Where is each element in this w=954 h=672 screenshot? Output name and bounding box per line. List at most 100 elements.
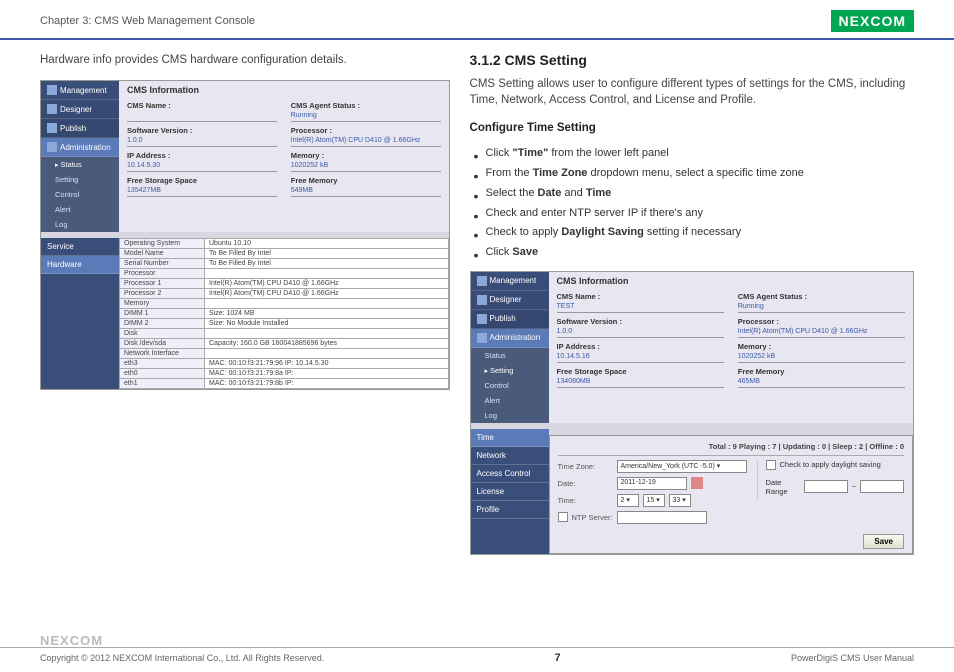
hw-table-row: Model NameTo Be Filled By Intel [120,249,449,259]
page-number: 7 [555,652,561,664]
sidebar-sub-item[interactable]: Alert [471,393,549,408]
hw-table-row: Network Interface [120,349,449,359]
daylight-checkbox[interactable] [766,460,776,470]
sidebar-sub-item[interactable]: Setting [41,172,119,187]
chapter-title: Chapter 3: CMS Web Management Console [40,15,255,27]
hw-table-row: Disk /dev/sdaCapacity: 160.0 GB 16004188… [120,339,449,349]
save-button[interactable]: Save [863,534,904,549]
sidebar-item[interactable]: Publish [41,119,119,138]
info-row: IP Address :10.14.5.16 [557,340,724,363]
minute-dropdown[interactable]: 15 ▾ [643,494,665,507]
info-row: Software Version :1.0.0 [557,315,724,338]
settings-sidebar-item[interactable]: Time [471,429,549,447]
left-column: Hardware info provides CMS hardware conf… [40,52,450,563]
sidebar-sub-item[interactable]: Log [41,217,119,232]
sidebar-item[interactable]: Administration [471,329,549,348]
sidebar-sub-item[interactable]: Control [471,378,549,393]
tz-label: Time Zone: [558,462,613,471]
info-row: Free Memory549MB [291,174,441,197]
second-dropdown[interactable]: 33 ▾ [669,494,691,507]
ss1-panel-title: CMS Information [127,85,441,95]
ntp-checkbox[interactable] [558,512,568,522]
date-input[interactable]: 2011-12-19 [617,477,687,490]
right-intro: CMS Setting allows user to configure dif… [470,76,914,108]
sidebar-item[interactable]: Designer [41,100,119,119]
info-row: CMS Agent Status :Running [291,99,441,122]
screenshot-hardware-info: ManagementDesignerPublishAdministration▸… [40,80,450,390]
page-content: Hardware info provides CMS hardware conf… [0,40,954,563]
ss2-main-panel: CMS Information CMS Name :TESTCMS Agent … [549,272,913,423]
ss2-info-grid: CMS Name :TEST CMS Agent Status :Running S… [557,290,905,388]
instruction-list: Click "Time" from the lower left panelFr… [470,144,914,263]
sidebar-sub-item[interactable]: Log [471,408,549,423]
hw-table-row: Processor [120,269,449,279]
sidebar-sub-item[interactable]: Control [41,187,119,202]
info-row: CMS Agent Status :Running [738,290,905,313]
hour-dropdown[interactable]: 2 ▾ [617,494,639,507]
hw-table-row: Operating SystemUbuntu 10.10 [120,239,449,249]
nav-icon [477,295,487,305]
date-label: Date: [558,479,613,488]
ss1-sidebar: ManagementDesignerPublishAdministration▸… [41,81,119,232]
sidebar-item[interactable]: Management [41,81,119,100]
settings-sidebar-item[interactable]: Access Control [471,465,549,483]
nav-icon [47,123,57,133]
nexcom-logo: NEXCOM [831,10,914,32]
sidebar-sub-item[interactable]: ▸ Setting [471,363,549,378]
hw-table-row: DIMM 1Size: 1024 MB [120,309,449,319]
hw-table-row: eth0MAC: 00:10:f3:21:79:8a IP: [120,369,449,379]
status-bar: Total : 9 Playing : 7 | Updating : 0 | S… [558,440,904,456]
calendar-icon[interactable] [691,477,703,489]
sidebar-item[interactable]: Administration [41,138,119,157]
hw-sidebar-item[interactable]: Hardware [41,256,119,274]
daylight-label: Check to apply daylight saving [780,460,881,469]
info-row: Software Version :1.0.0 [127,124,277,147]
settings-sidebar-item[interactable]: Network [471,447,549,465]
ntp-label: NTP Server: [572,513,613,522]
hw-table-row: Disk [120,329,449,339]
hw-table-row: Serial NumberTo Be Filled By Intel [120,259,449,269]
section-title: 3.1.2 CMS Setting [470,52,914,68]
info-row: Free Storage Space134080MB [557,365,724,388]
instruction-item: From the Time Zone dropdown menu, select… [474,164,914,184]
sidebar-item[interactable]: Designer [471,291,549,310]
info-row: Free Memory465MB [738,365,905,388]
ss1-main-panel: CMS Information CMS Name : CMS Agent Stat… [119,81,449,232]
nav-icon [47,142,57,152]
ss1-info-grid: CMS Name : CMS Agent Status :Running Softw… [127,99,441,197]
settings-sidebar-item[interactable]: License [471,483,549,501]
hw-sidebar-item[interactable]: Service [41,238,119,256]
sidebar-sub-item[interactable]: ▸ Status [41,157,119,172]
info-row: CMS Name :TEST [557,290,724,313]
daterange-label: Date Range [766,478,800,496]
info-row: Processor :Intel(R) Atom(TM) CPU D410 @ … [738,315,905,338]
nav-icon [47,104,57,114]
hw-table-row: Memory [120,299,449,309]
footer-logo: NEXCOM [40,633,103,648]
ss2-sidebar: ManagementDesignerPublishAdministrationS… [471,272,549,423]
timezone-dropdown[interactable]: America/New_York (UTC -5.0) ▾ [617,460,747,473]
daterange-to[interactable] [860,480,904,493]
hw-table-row: Processor 1Intel(R) Atom(TM) CPU D410 @ … [120,279,449,289]
page-footer: Copyright © 2012 NEXCOM International Co… [0,647,954,664]
sidebar-item[interactable]: Management [471,272,549,291]
ss1-hw-table: Operating SystemUbuntu 10.10Model NameTo… [119,238,449,389]
daterange-from[interactable] [804,480,848,493]
subsection-title: Configure Time Setting [470,122,914,134]
instruction-item: Select the Date and Time [474,184,914,204]
time-label: Time: [558,496,613,505]
info-row: CMS Name : [127,99,277,122]
sidebar-item[interactable]: Publish [471,310,549,329]
hw-table-row: DIMM 2Size: No Module Installed [120,319,449,329]
left-intro: Hardware info provides CMS hardware conf… [40,52,450,68]
sidebar-sub-item[interactable]: Alert [41,202,119,217]
ss2-settings-sidebar: TimeNetworkAccess ControlLicenseProfile [471,429,549,554]
page-header: Chapter 3: CMS Web Management Console NE… [0,0,954,40]
info-row: IP Address :10.14.5.30 [127,149,277,172]
hw-table-row: eth1MAC: 00:10:f3:21:79:8b IP: [120,379,449,389]
sidebar-sub-item[interactable]: Status [471,348,549,363]
settings-sidebar-item[interactable]: Profile [471,501,549,519]
instruction-item: Click Save [474,243,914,263]
ntp-input[interactable] [617,511,707,524]
info-row: Memory :1020252 kB [738,340,905,363]
